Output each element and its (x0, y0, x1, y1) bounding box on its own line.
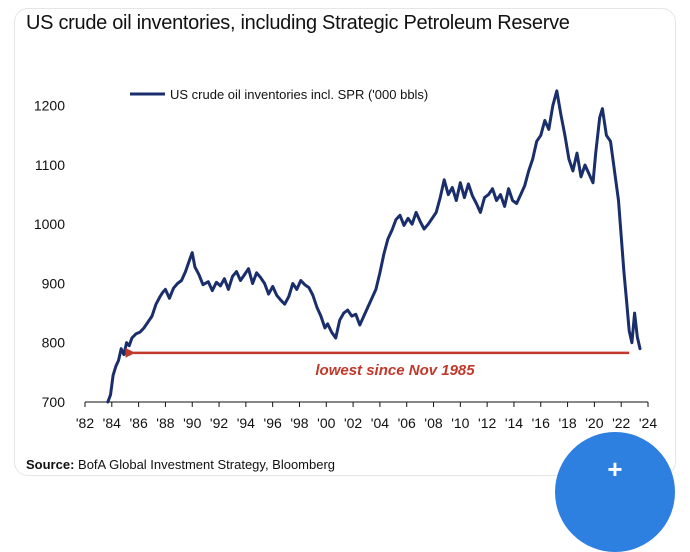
add-fab-button[interactable]: + (555, 432, 675, 552)
x-tick-label: '08 (424, 415, 442, 431)
source-label: Source: (26, 457, 75, 472)
chart-card: US crude oil inventories, including Stra… (14, 8, 676, 552)
chart-series (106, 89, 642, 404)
series-line (106, 89, 642, 404)
x-tick-label: '22 (612, 415, 630, 431)
x-tick-label: '12 (478, 415, 496, 431)
source-text: BofA Global Investment Strategy, Bloombe… (78, 457, 336, 472)
legend-label: US crude oil inventories incl. SPR ('000… (170, 87, 428, 102)
y-tick-label: 800 (42, 335, 66, 351)
chart-axes: '82 '84 '86 '88 '90 '92 '94 '96 '98 '00 '02 '04 '06 '… (34, 98, 657, 431)
x-tick-label: '90 (183, 415, 201, 431)
x-tick-label: '10 (451, 415, 469, 431)
x-tick-label: '06 (398, 415, 416, 431)
y-tick-label: 1100 (35, 157, 65, 173)
y-tick-label: 900 (42, 275, 66, 291)
x-tick-label: '24 (639, 415, 657, 431)
x-tick-label: '98 (290, 415, 308, 431)
x-tick-label: '88 (156, 415, 174, 431)
x-tick-label: '82 (76, 415, 94, 431)
x-tick-label: '04 (371, 415, 389, 431)
x-tick-label: '18 (558, 415, 576, 431)
chart-legend: US crude oil inventories incl. SPR ('000… (130, 87, 428, 102)
x-tick-label: '02 (344, 415, 362, 431)
chart-title: US crude oil inventories, including Stra… (26, 12, 570, 34)
chart-svg: '82 '84 '86 '88 '90 '92 '94 '96 '98 '00 '02 '04 '06 '… (34, 87, 657, 431)
x-tick-label: '94 (237, 415, 255, 431)
y-tick-label: 1200 (34, 98, 65, 114)
annotation-label: lowest since Nov 1985 (315, 362, 475, 379)
x-tick-label: '14 (505, 415, 523, 431)
x-tick-label: '00 (317, 415, 335, 431)
plus-icon: + (607, 454, 623, 484)
x-tick-label: '96 (264, 415, 282, 431)
y-tick-label: 700 (42, 394, 66, 410)
chart-annotation: lowest since Nov 1985 (125, 347, 630, 379)
x-tick-label: '84 (103, 415, 121, 431)
source-line: Source: BofA Global Investment Strategy,… (26, 457, 335, 472)
x-tick-label: '16 (532, 415, 550, 431)
x-tick-label: '92 (210, 415, 228, 431)
x-tick-label: '86 (129, 415, 147, 431)
x-tick-label: '20 (585, 415, 603, 431)
y-tick-label: 1000 (34, 216, 65, 232)
